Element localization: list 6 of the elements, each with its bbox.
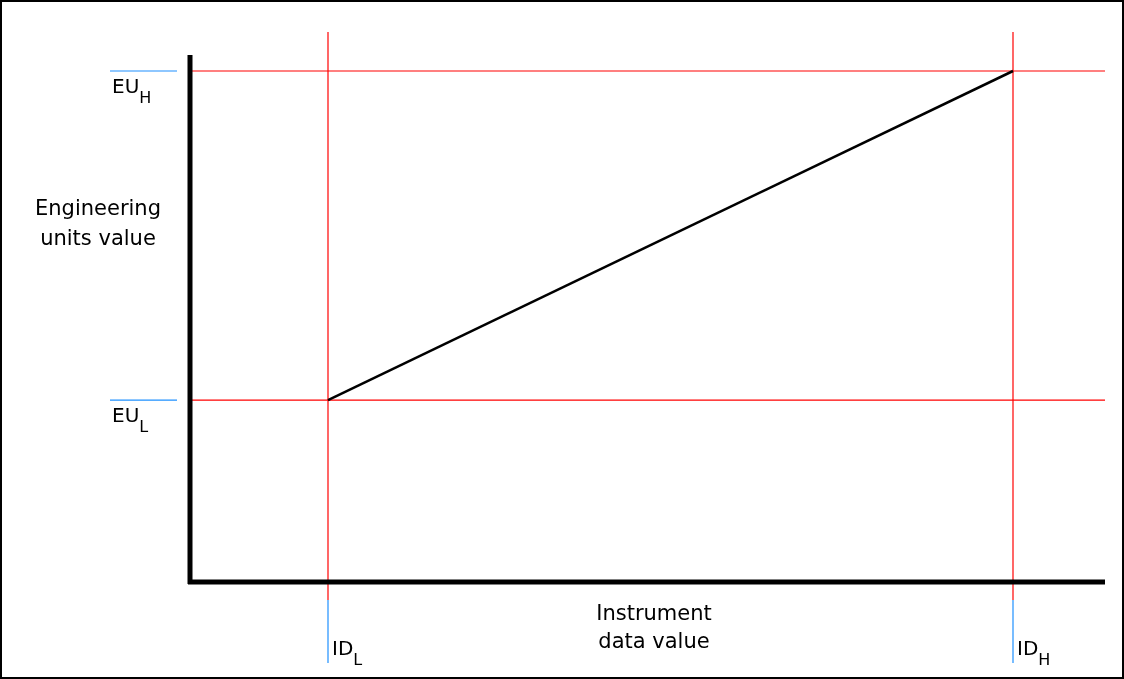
y-axis-title: Engineering units value <box>35 196 161 250</box>
x-axis-title: Instrument data value <box>596 601 712 653</box>
x-tick-label: ID$_{H}$ <box>1017 636 1051 669</box>
x-tick-label: ID$_{L}$ <box>332 636 363 669</box>
ref-line-label: EU$_{H}$ <box>112 74 152 107</box>
ref-line-label: EU$_{L}$ <box>112 403 149 436</box>
